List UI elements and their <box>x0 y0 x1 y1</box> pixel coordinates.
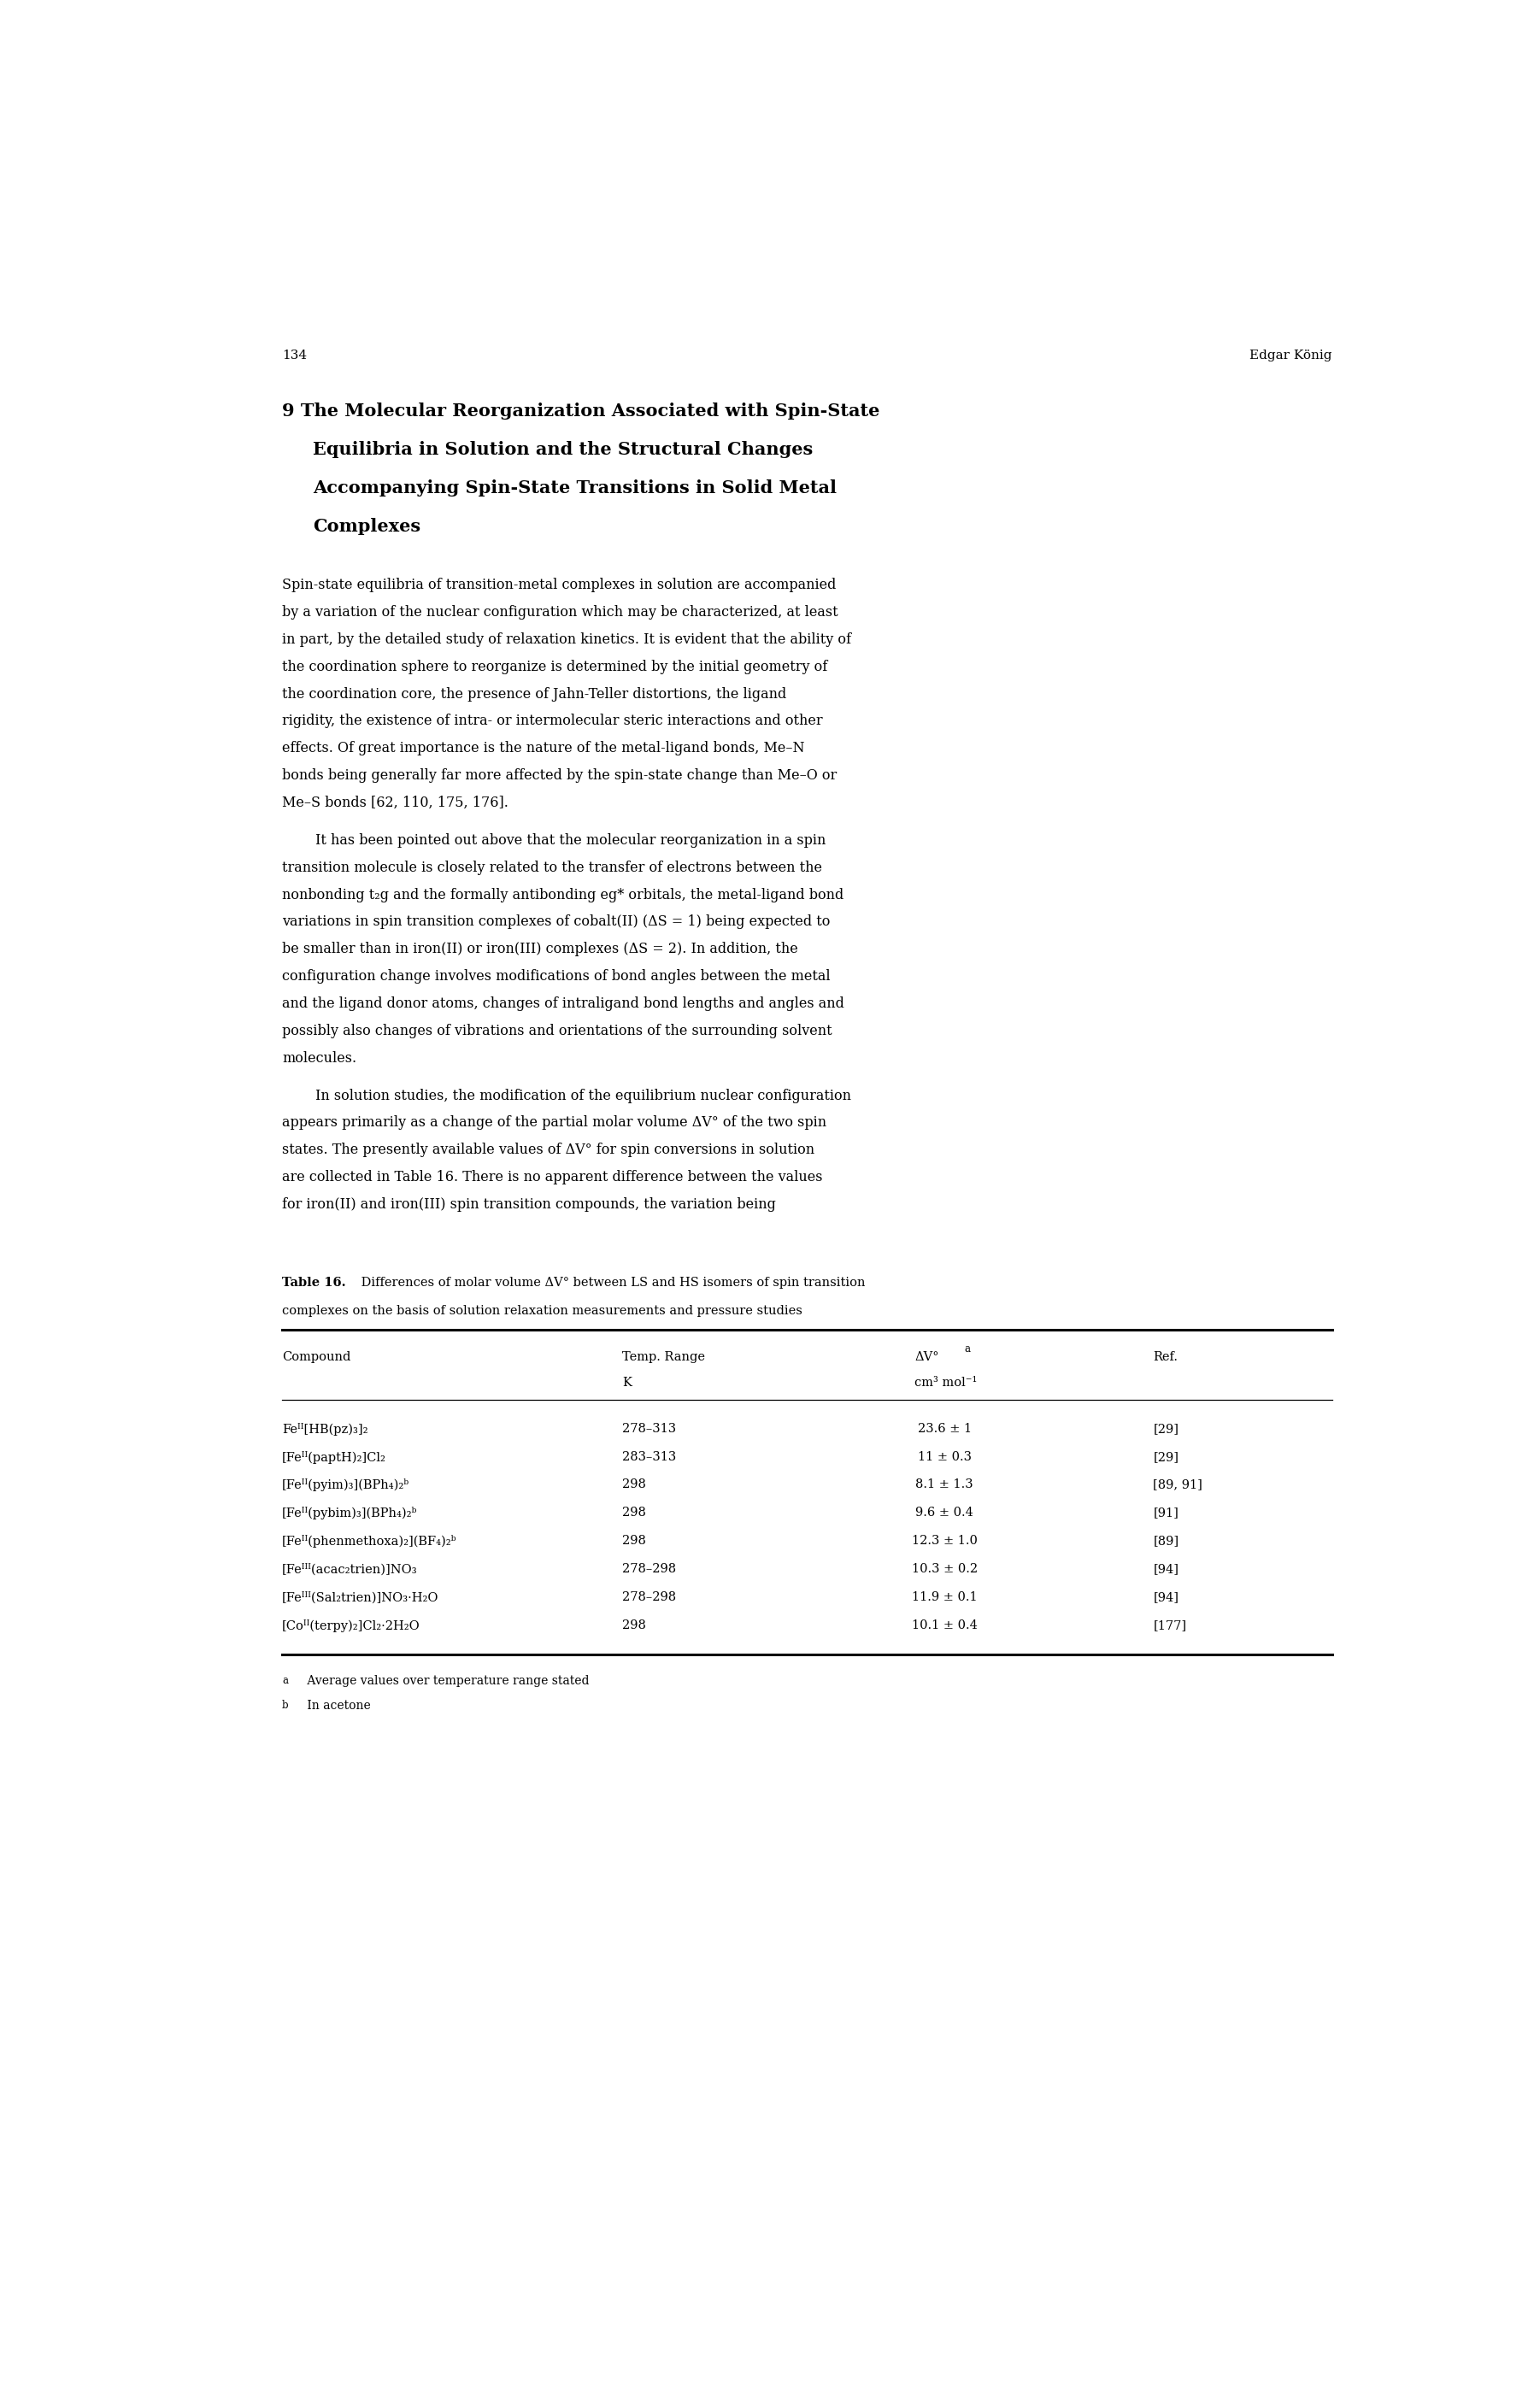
Text: 11 ± 0.3: 11 ± 0.3 <box>918 1451 972 1463</box>
Text: complexes on the basis of solution relaxation measurements and pressure studies: complexes on the basis of solution relax… <box>282 1305 802 1317</box>
Text: Table 16.: Table 16. <box>282 1277 347 1288</box>
Text: 10.1 ± 0.4: 10.1 ± 0.4 <box>912 1620 978 1632</box>
Text: configuration change involves modifications of bond angles between the metal: configuration change involves modificati… <box>282 969 830 983</box>
Text: by a variation of the nuclear configuration which may be characterized, at least: by a variation of the nuclear configurat… <box>282 606 838 620</box>
Text: 283–313: 283–313 <box>622 1451 676 1463</box>
Text: nonbonding t₂g and the formally antibonding eg* orbitals, the metal-ligand bond: nonbonding t₂g and the formally antibond… <box>282 888 844 902</box>
Text: K: K <box>622 1377 631 1389</box>
Text: effects. Of great importance is the nature of the metal-ligand bonds, Me–N: effects. Of great importance is the natu… <box>282 742 804 756</box>
Text: Me–S bonds [62, 110, 175, 176].: Me–S bonds [62, 110, 175, 176]. <box>282 795 508 809</box>
Text: 9.6 ± 0.4: 9.6 ± 0.4 <box>915 1508 973 1520</box>
Text: 10.3 ± 0.2: 10.3 ± 0.2 <box>912 1563 978 1575</box>
Text: bonds being generally far more affected by the spin-state change than Me–O or: bonds being generally far more affected … <box>282 768 836 783</box>
Text: 23.6 ± 1: 23.6 ± 1 <box>918 1422 972 1434</box>
Text: for iron(II) and iron(III) spin transition compounds, the variation being: for iron(II) and iron(III) spin transiti… <box>282 1198 776 1212</box>
Text: in part, by the detailed study of relaxation kinetics. It is evident that the ab: in part, by the detailed study of relaxa… <box>282 632 852 647</box>
Text: 298: 298 <box>622 1508 645 1520</box>
Text: [Feᴵᴵ(phenmethoxa)₂](BF₄)₂ᵇ: [Feᴵᴵ(phenmethoxa)₂](BF₄)₂ᵇ <box>282 1534 457 1549</box>
Text: Differences of molar volume ΔV° between LS and HS isomers of spin transition: Differences of molar volume ΔV° between … <box>357 1277 865 1288</box>
Text: rigidity, the existence of intra- or intermolecular steric interactions and othe: rigidity, the existence of intra- or int… <box>282 713 822 728</box>
Text: 278–298: 278–298 <box>622 1591 676 1603</box>
Text: 298: 298 <box>622 1620 645 1632</box>
Text: [Coᴵᴵ(terpy)₂]Cl₂·2H₂O: [Coᴵᴵ(terpy)₂]Cl₂·2H₂O <box>282 1620 420 1632</box>
Text: 298: 298 <box>622 1479 645 1491</box>
Text: 11.9 ± 0.1: 11.9 ± 0.1 <box>912 1591 978 1603</box>
Text: [Feᴵᴵᴵ(acac₂trien)]NO₃: [Feᴵᴵᴵ(acac₂trien)]NO₃ <box>282 1563 417 1575</box>
Text: 9 The Molecular Reorganization Associated with Spin-State: 9 The Molecular Reorganization Associate… <box>282 403 879 420</box>
Text: and the ligand donor atoms, changes of intraligand bond lengths and angles and: and the ligand donor atoms, changes of i… <box>282 997 844 1012</box>
Text: 278–298: 278–298 <box>622 1563 676 1575</box>
Text: possibly also changes of vibrations and orientations of the surrounding solvent: possibly also changes of vibrations and … <box>282 1024 832 1038</box>
Text: molecules.: molecules. <box>282 1050 356 1064</box>
Text: Temp. Range: Temp. Range <box>622 1350 705 1362</box>
Text: Equilibria in Solution and the Structural Changes: Equilibria in Solution and the Structura… <box>313 441 813 458</box>
Text: b: b <box>282 1699 288 1711</box>
Text: In acetone: In acetone <box>303 1699 371 1711</box>
Text: [Feᴵᴵ(pybim)₃](BPh₄)₂ᵇ: [Feᴵᴵ(pybim)₃](BPh₄)₂ᵇ <box>282 1508 417 1520</box>
Text: In solution studies, the modification of the equilibrium nuclear configuration: In solution studies, the modification of… <box>316 1088 852 1102</box>
Text: [177]: [177] <box>1153 1620 1187 1632</box>
Text: It has been pointed out above that the molecular reorganization in a spin: It has been pointed out above that the m… <box>316 833 825 847</box>
Text: [89, 91]: [89, 91] <box>1153 1479 1203 1491</box>
Text: variations in spin transition complexes of cobalt(II) (ΔS = 1) being expected to: variations in spin transition complexes … <box>282 914 830 928</box>
Text: are collected in Table 16. There is no apparent difference between the values: are collected in Table 16. There is no a… <box>282 1169 822 1183</box>
Text: [Feᴵᴵ(pyim)₃](BPh₄)₂ᵇ: [Feᴵᴵ(pyim)₃](BPh₄)₂ᵇ <box>282 1479 410 1491</box>
Text: [89]: [89] <box>1153 1534 1180 1546</box>
Text: [91]: [91] <box>1153 1508 1178 1520</box>
Text: 298: 298 <box>622 1534 645 1546</box>
Text: Spin-state equilibria of transition-metal complexes in solution are accompanied: Spin-state equilibria of transition-meta… <box>282 577 836 592</box>
Text: the coordination sphere to reorganize is determined by the initial geometry of: the coordination sphere to reorganize is… <box>282 659 827 673</box>
Text: ΔV°: ΔV° <box>915 1350 939 1362</box>
Text: Feᴵᴵ[HB(pz)₃]₂: Feᴵᴵ[HB(pz)₃]₂ <box>282 1422 368 1436</box>
Text: 12.3 ± 1.0: 12.3 ± 1.0 <box>912 1534 978 1546</box>
Text: be smaller than in iron(II) or iron(III) complexes (ΔS = 2). In addition, the: be smaller than in iron(II) or iron(III)… <box>282 942 798 957</box>
Text: transition molecule is closely related to the transfer of electrons between the: transition molecule is closely related t… <box>282 861 822 876</box>
Text: Complexes: Complexes <box>313 518 420 534</box>
Text: a: a <box>282 1675 288 1687</box>
Text: the coordination core, the presence of Jahn-Teller distortions, the ligand: the coordination core, the presence of J… <box>282 687 787 701</box>
Text: 278–313: 278–313 <box>622 1422 676 1434</box>
Text: Compound: Compound <box>282 1350 351 1362</box>
Text: Accompanying Spin-State Transitions in Solid Metal: Accompanying Spin-State Transitions in S… <box>313 480 836 496</box>
Text: 134: 134 <box>282 351 306 363</box>
Text: Ref.: Ref. <box>1153 1350 1178 1362</box>
Text: [Feᴵᴵ(paptH)₂]Cl₂: [Feᴵᴵ(paptH)₂]Cl₂ <box>282 1451 387 1463</box>
Text: [29]: [29] <box>1153 1422 1180 1434</box>
Text: 8.1 ± 1.3: 8.1 ± 1.3 <box>915 1479 973 1491</box>
Text: Edgar König: Edgar König <box>1250 351 1332 363</box>
Text: a: a <box>964 1343 970 1355</box>
Text: [94]: [94] <box>1153 1591 1180 1603</box>
Text: states. The presently available values of ΔV° for spin conversions in solution: states. The presently available values o… <box>282 1143 815 1157</box>
Text: appears primarily as a change of the partial molar volume ΔV° of the two spin: appears primarily as a change of the par… <box>282 1117 827 1131</box>
Text: [94]: [94] <box>1153 1563 1180 1575</box>
Text: [29]: [29] <box>1153 1451 1180 1463</box>
Text: [Feᴵᴵᴵ(Sal₂trien)]NO₃·H₂O: [Feᴵᴵᴵ(Sal₂trien)]NO₃·H₂O <box>282 1591 439 1603</box>
Text: Average values over temperature range stated: Average values over temperature range st… <box>303 1675 590 1687</box>
Text: cm³ mol⁻¹: cm³ mol⁻¹ <box>915 1377 978 1389</box>
